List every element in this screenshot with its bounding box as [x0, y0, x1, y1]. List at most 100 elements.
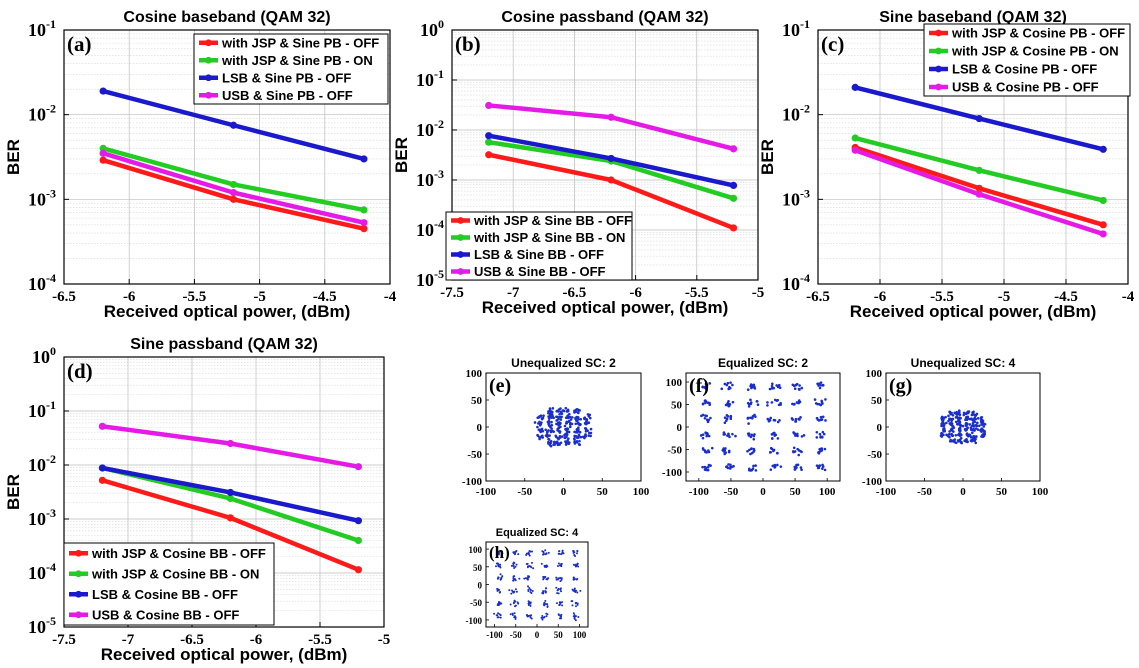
- legend: with JSP & Sine BB - OFF with JSP & Sine …: [445, 211, 633, 281]
- constellation-point: [561, 409, 565, 412]
- constellation-point: [573, 442, 577, 445]
- constellation-point: [526, 578, 529, 581]
- x-tick-label: -6: [123, 289, 136, 305]
- constellation-point: [540, 434, 544, 438]
- constellation-point: [980, 427, 984, 431]
- constellation-point: [501, 575, 504, 578]
- constellation-point: [797, 449, 801, 452]
- y-tick-label: 100: [469, 545, 483, 555]
- constellation-point: [564, 440, 567, 443]
- constellation-point: [823, 468, 827, 472]
- constellation-point: [749, 401, 753, 404]
- constellation-point: [587, 434, 591, 437]
- constellation-point: [818, 386, 822, 390]
- y-tick-exponent: -4: [46, 271, 56, 285]
- constellation-point: [530, 614, 533, 617]
- constellation-point: [570, 422, 574, 426]
- constellation-point: [557, 577, 560, 580]
- y-tick-label: 10-3: [416, 167, 444, 190]
- constellation-point: [704, 399, 707, 402]
- constellation-point: [950, 439, 953, 443]
- legend-label: with JSP & Sine BB - ON: [473, 230, 625, 245]
- constellation-point: [771, 437, 774, 440]
- y-tick-label: 10-1: [28, 17, 56, 40]
- constellation-point: [574, 410, 578, 414]
- constellation-point: [542, 553, 545, 556]
- data-point: [975, 166, 983, 174]
- constellation-point: [536, 425, 539, 429]
- y-tick-exponent: -3: [46, 186, 56, 200]
- x-tick-label: -100: [876, 486, 897, 498]
- constellation-point: [494, 565, 497, 568]
- constellation-point: [962, 413, 966, 417]
- constellation-point: [819, 384, 823, 387]
- constellation-point: [955, 410, 959, 414]
- x-tick-label: 0: [960, 486, 966, 498]
- constellation-point: [770, 433, 774, 436]
- y-tick-label: 10-3: [28, 506, 56, 529]
- constellation-point: [555, 415, 558, 419]
- constellation-point: [701, 465, 704, 469]
- constellation-point: [814, 402, 818, 405]
- constellation-point: [800, 450, 803, 454]
- y-axis-label: BER: [4, 474, 23, 510]
- legend-label: with JSP & Sine BB - OFF: [473, 213, 632, 228]
- data-point: [229, 121, 238, 129]
- y-tick-label: 100: [466, 368, 483, 380]
- data-point: [226, 488, 234, 497]
- x-tick-label: -5.5: [930, 289, 954, 305]
- x-tick-label: -6: [874, 289, 887, 305]
- constellation-point: [499, 573, 502, 576]
- y-tick-label: 10-1: [28, 398, 56, 421]
- x-axis-label: Received optical power, (dBm): [101, 645, 348, 664]
- x-tick-label: -100: [689, 486, 710, 498]
- constellation-point: [558, 617, 561, 620]
- constellation-point: [498, 591, 501, 594]
- legend-label: with JSP & Sine PB - OFF: [221, 35, 379, 50]
- constellation-point: [819, 381, 823, 384]
- chart-panel-h: -100 -50 0 50 100 -100 -50 0 50 100 Equalized SC: …: [466, 527, 589, 640]
- constellation-point: [976, 417, 980, 420]
- y-axis-label: BER: [758, 139, 777, 175]
- constellation-point: [508, 589, 511, 592]
- constellation-point: [731, 383, 734, 387]
- data-point: [485, 138, 493, 146]
- x-tick-label: 50: [996, 486, 1008, 498]
- constellation-point: [969, 436, 973, 439]
- constellation-point: [556, 564, 559, 567]
- y-tick-exponent: -1: [434, 67, 444, 81]
- constellation-point: [769, 468, 773, 471]
- constellation-point: [512, 562, 515, 565]
- constellation-point: [584, 430, 588, 433]
- constellation-point: [771, 464, 775, 468]
- legend-marker: [75, 570, 82, 578]
- data-point: [729, 224, 738, 232]
- constellation-point: [796, 463, 800, 467]
- constellation-point: [559, 441, 563, 445]
- constellation-point: [792, 431, 795, 434]
- constellation-point: [558, 601, 561, 604]
- constellation-point: [573, 587, 576, 590]
- constellation-point: [703, 468, 707, 471]
- constellation-point: [778, 386, 782, 390]
- constellation-point: [947, 419, 950, 423]
- constellation-point: [706, 465, 710, 469]
- constellation-point: [731, 432, 734, 436]
- constellation-point: [496, 614, 499, 617]
- x-tick-label: -5: [752, 285, 765, 301]
- constellation-point: [707, 418, 710, 422]
- legend-box: [445, 211, 633, 281]
- constellation-point: [499, 563, 502, 566]
- constellation-point: [727, 463, 730, 466]
- legend-label: USB & Sine PB - OFF: [222, 88, 353, 103]
- constellation-point: [518, 577, 521, 580]
- x-tick-label: 0: [561, 486, 567, 498]
- constellation-point: [556, 589, 559, 592]
- x-tick-label: -4.5: [313, 289, 337, 305]
- constellation-point: [531, 590, 534, 593]
- constellation-point: [569, 418, 573, 421]
- constellation-point: [572, 549, 575, 552]
- constellation-point: [956, 423, 960, 426]
- constellation-point: [768, 419, 772, 422]
- constellation-point: [815, 436, 819, 439]
